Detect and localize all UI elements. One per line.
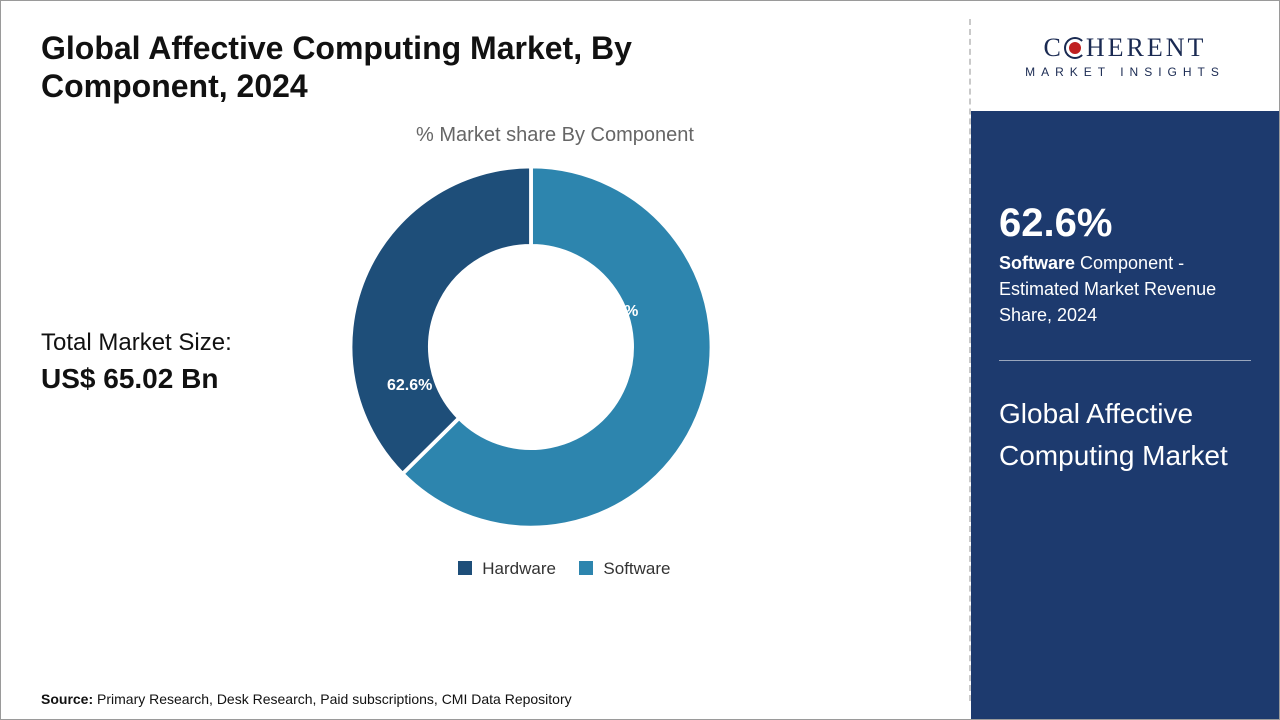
stat-panel: 62.6% Software Component - Estimated Mar… <box>971 111 1279 719</box>
main-area: Global Affective Computing Market, By Co… <box>1 1 969 719</box>
market-size-block: Total Market Size: US$ 65.02 Bn <box>41 299 341 395</box>
source-prefix: Source: <box>41 691 93 707</box>
chart-row: Total Market Size: US$ 65.02 Bn 62.6% xx… <box>41 157 949 537</box>
legend-swatch-software <box>579 561 593 575</box>
logo-text: C HERENT MARKET INSIGHTS <box>1025 33 1225 79</box>
logo-post: HERENT <box>1086 33 1207 62</box>
panel-divider <box>999 360 1251 361</box>
segment-label-hardware: xx.x% <box>593 303 638 321</box>
legend-label-software: Software <box>603 559 670 578</box>
chart-subtitle: % Market share By Component <box>161 124 949 147</box>
donut-svg <box>341 157 721 537</box>
logo-main: C HERENT <box>1025 33 1225 63</box>
source-line: Source: Primary Research, Desk Research,… <box>41 691 572 707</box>
stat-value: 62.6% <box>999 201 1251 246</box>
legend-swatch-hardware <box>458 561 472 575</box>
donut-segment-hardware <box>351 166 531 473</box>
page-title: Global Affective Computing Market, By Co… <box>41 29 661 106</box>
legend-label-hardware: Hardware <box>482 559 556 578</box>
infographic-frame: Global Affective Computing Market, By Co… <box>0 0 1280 720</box>
logo-sub: MARKET INSIGHTS <box>1025 65 1225 79</box>
brand-logo: C HERENT MARKET INSIGHTS <box>971 1 1279 111</box>
market-size-value: US$ 65.02 Bn <box>41 363 341 395</box>
source-text: Primary Research, Desk Research, Paid su… <box>97 691 572 707</box>
sidebar: C HERENT MARKET INSIGHTS 62.6% Software C… <box>971 1 1279 719</box>
market-size-label: Total Market Size: <box>41 329 341 357</box>
panel-title: Global Affective Computing Market <box>999 393 1251 477</box>
donut-chart: 62.6% xx.x% <box>341 157 721 537</box>
logo-pre: C <box>1044 33 1064 62</box>
stat-bold: Software <box>999 253 1075 273</box>
chart-legend: Hardware Software <box>161 559 949 579</box>
segment-label-software: 62.6% <box>387 377 432 395</box>
logo-o-icon <box>1064 37 1086 59</box>
chart-area: % Market share By Component Total Market… <box>41 124 949 579</box>
stat-description: Software Component - Estimated Market Re… <box>999 250 1251 328</box>
